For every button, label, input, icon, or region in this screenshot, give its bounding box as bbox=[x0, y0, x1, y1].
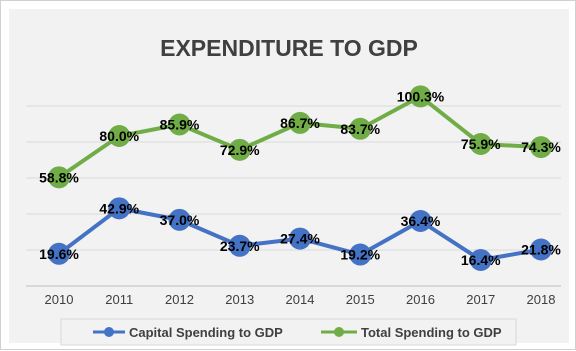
x-tick-label: 2018 bbox=[527, 292, 556, 307]
data-point bbox=[349, 117, 372, 140]
data-label: 42.9% bbox=[99, 200, 139, 216]
data-label: 27.4% bbox=[280, 231, 320, 247]
data-label: 19.6% bbox=[39, 246, 79, 262]
data-point bbox=[530, 238, 552, 261]
series-layer bbox=[48, 85, 552, 272]
x-tick-label: 2016 bbox=[406, 292, 435, 307]
data-point bbox=[168, 208, 191, 231]
x-tick-label: 2011 bbox=[105, 292, 133, 307]
data-labels: 19.6% 42.9% 37.0% 23.7% 27.4% 19.2% 36.4% 16.4%… bbox=[39, 88, 561, 268]
data-point bbox=[409, 210, 432, 233]
data-label: 21.8% bbox=[521, 241, 561, 257]
x-tick-label: 2012 bbox=[165, 292, 194, 307]
x-axis: 2010 2011 2012 2013 2014 2015 2016 2017 2018 bbox=[45, 292, 556, 307]
legend-marker-total bbox=[334, 327, 344, 337]
legend: Capital Spending to GDP Total Spending t… bbox=[60, 318, 517, 346]
data-point bbox=[409, 85, 432, 108]
data-label: 16.4% bbox=[461, 252, 501, 268]
data-point bbox=[48, 166, 70, 189]
data-point bbox=[469, 132, 492, 155]
legend-marker-capital bbox=[104, 327, 114, 337]
legend-label-capital: Capital Spending to GDP bbox=[129, 325, 283, 340]
x-tick-label: 2015 bbox=[346, 292, 375, 307]
x-tick-label: 2017 bbox=[466, 292, 495, 307]
legend-label-total: Total Spending to GDP bbox=[361, 325, 502, 340]
data-label: 23.7% bbox=[220, 238, 260, 254]
x-tick-label: 2013 bbox=[225, 292, 254, 307]
data-point bbox=[530, 136, 552, 159]
data-point bbox=[108, 125, 131, 147]
data-label: 36.4% bbox=[401, 213, 441, 229]
data-point bbox=[108, 197, 131, 220]
data-point bbox=[469, 249, 492, 272]
data-label: 100.3% bbox=[397, 88, 445, 104]
data-point bbox=[228, 234, 251, 257]
data-label: 80.0% bbox=[99, 128, 139, 144]
x-tick-label: 2010 bbox=[45, 292, 74, 307]
data-point bbox=[289, 111, 311, 134]
data-label: 83.7% bbox=[340, 121, 380, 137]
legend-box bbox=[60, 318, 517, 346]
data-label: 85.9% bbox=[160, 116, 200, 132]
data-point bbox=[48, 242, 70, 265]
chart-title: EXPENDITURE TO GDP bbox=[160, 35, 418, 61]
data-label: 86.7% bbox=[280, 115, 320, 131]
plot-area-background bbox=[9, 9, 569, 343]
data-label: 72.9% bbox=[220, 142, 260, 158]
data-point bbox=[228, 138, 251, 161]
data-point bbox=[168, 113, 191, 136]
data-label: 37.0% bbox=[160, 212, 200, 228]
x-tick-label: 2014 bbox=[286, 292, 315, 307]
data-label: 19.2% bbox=[340, 247, 380, 263]
data-label: 74.3% bbox=[521, 139, 561, 155]
data-point bbox=[289, 227, 311, 250]
data-label: 75.9% bbox=[461, 136, 501, 152]
data-label: 58.8% bbox=[39, 169, 79, 185]
data-point bbox=[349, 243, 372, 266]
